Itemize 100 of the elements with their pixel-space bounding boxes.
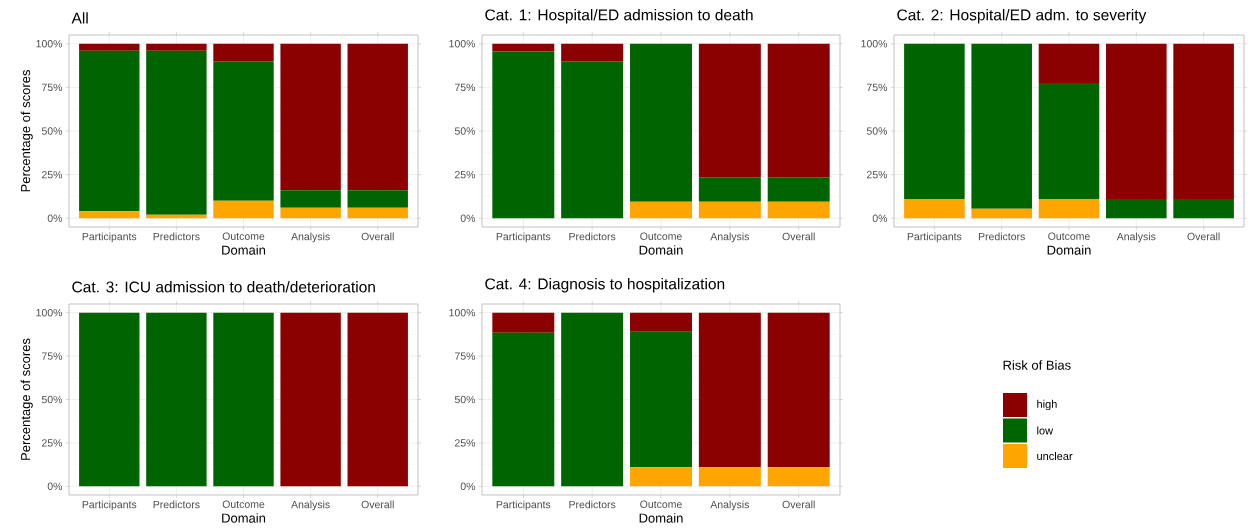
bar bbox=[630, 312, 692, 332]
y-tick-label: 0% bbox=[47, 482, 63, 491]
bar bbox=[767, 43, 830, 178]
x-tick-label: Predictors bbox=[153, 232, 200, 241]
x-tick-label: Overall bbox=[782, 232, 815, 241]
x-tick-label: Analysis bbox=[710, 232, 749, 243]
bar bbox=[280, 207, 341, 219]
y-tick-label: 0% bbox=[872, 214, 888, 222]
y-tick-label: 100% bbox=[36, 40, 63, 48]
y-tick-label: 100% bbox=[36, 308, 63, 317]
bar bbox=[1038, 43, 1100, 83]
y-tick-label: 50% bbox=[41, 395, 63, 404]
y-tick-label: 25% bbox=[866, 170, 888, 179]
legend-label: unclear bbox=[1037, 451, 1073, 461]
x-axis-title: Domain bbox=[222, 245, 266, 255]
bar bbox=[767, 312, 830, 468]
bar bbox=[1173, 199, 1234, 219]
x-tick-label: Analysis bbox=[291, 232, 330, 243]
x-tick-label: Outcome bbox=[640, 232, 682, 240]
y-tick-label: 0% bbox=[460, 482, 476, 491]
bar bbox=[630, 331, 692, 468]
y-tick-label: 75% bbox=[42, 352, 63, 360]
y-tick-label: 75% bbox=[42, 83, 63, 92]
y-tick-label: 25% bbox=[454, 170, 476, 179]
x-tick-label: Overall bbox=[1187, 232, 1220, 241]
bar bbox=[630, 201, 692, 219]
y-tick-label: 75% bbox=[866, 83, 888, 92]
bar bbox=[280, 43, 341, 191]
x-axis-title: Domain bbox=[1047, 245, 1091, 255]
x-tick-label: Outcome bbox=[1048, 232, 1090, 240]
x-tick-label: Predictors bbox=[569, 232, 616, 241]
bar bbox=[79, 43, 140, 51]
bar bbox=[698, 467, 761, 487]
y-tick-label: 0% bbox=[47, 214, 63, 222]
bar bbox=[1173, 43, 1234, 200]
bar bbox=[1106, 199, 1167, 219]
x-tick-label: Participants bbox=[82, 500, 137, 511]
x-tick-label: Analysis bbox=[710, 500, 749, 511]
x-axis-title: Domain bbox=[222, 513, 266, 523]
chart-title: All bbox=[71, 12, 88, 24]
bar bbox=[698, 201, 761, 219]
bar bbox=[146, 43, 207, 51]
bar bbox=[904, 199, 965, 219]
y-axis-title: Percentage of scores bbox=[20, 338, 33, 460]
bar bbox=[347, 43, 408, 191]
x-tick-label: Participants bbox=[82, 232, 137, 243]
x-tick-label: Outcome bbox=[222, 500, 265, 508]
bar bbox=[1038, 199, 1100, 219]
bar bbox=[213, 43, 274, 62]
x-tick-label: Outcome bbox=[640, 500, 682, 508]
chart-title: Cat. 4: Diagnosis to hospitalization bbox=[485, 278, 725, 293]
x-tick-label: Participants bbox=[496, 232, 551, 243]
x-tick-label: Predictors bbox=[978, 232, 1025, 241]
bar bbox=[698, 43, 761, 178]
x-tick-label: Overall bbox=[782, 500, 815, 509]
y-tick-label: 75% bbox=[454, 352, 476, 360]
bar bbox=[1038, 82, 1100, 200]
bar bbox=[561, 43, 624, 62]
bar bbox=[698, 177, 761, 202]
y-tick-label: 50% bbox=[41, 127, 63, 135]
y-tick-label: 25% bbox=[454, 439, 476, 447]
bar bbox=[767, 201, 830, 219]
x-tick-label: Participants bbox=[907, 232, 962, 243]
y-tick-label: 100% bbox=[449, 308, 476, 317]
x-tick-label: Analysis bbox=[1116, 232, 1156, 243]
y-tick-label: 50% bbox=[866, 127, 888, 135]
bar bbox=[630, 467, 692, 487]
y-tick-label: 25% bbox=[42, 439, 63, 447]
chart-title: Cat. 1: Hospital/ED admission to death bbox=[485, 9, 753, 24]
bar bbox=[561, 61, 624, 219]
x-tick-label: Overall bbox=[361, 232, 394, 241]
bar bbox=[347, 207, 408, 219]
bar bbox=[971, 43, 1032, 209]
x-tick-label: Overall bbox=[361, 500, 394, 509]
legend-label: low bbox=[1037, 426, 1054, 435]
x-tick-label: Outcome bbox=[222, 232, 265, 240]
x-tick-label: Predictors bbox=[569, 500, 616, 509]
bar bbox=[904, 43, 965, 200]
bar bbox=[971, 208, 1032, 219]
legend-title: Risk of Bias bbox=[1003, 360, 1071, 370]
bar bbox=[492, 43, 555, 52]
bar bbox=[492, 51, 555, 219]
bar bbox=[280, 190, 341, 208]
y-tick-label: 50% bbox=[454, 127, 476, 135]
legend-label: high bbox=[1037, 399, 1057, 411]
x-tick-label: Participants bbox=[496, 500, 551, 511]
x-axis-title: Domain bbox=[639, 245, 683, 255]
bar bbox=[146, 50, 207, 215]
y-tick-label: 100% bbox=[861, 40, 888, 48]
y-tick-label: 100% bbox=[449, 40, 476, 48]
bar bbox=[213, 200, 274, 219]
y-tick-label: 75% bbox=[454, 83, 476, 92]
bar bbox=[213, 61, 274, 201]
y-tick-label: 0% bbox=[460, 214, 476, 222]
bar bbox=[767, 467, 830, 487]
bar bbox=[492, 332, 555, 487]
bar bbox=[767, 177, 830, 202]
chart-title: Cat. 3: ICU admission to death/deterioration bbox=[72, 281, 375, 293]
y-tick-label: 50% bbox=[454, 395, 476, 404]
bar bbox=[561, 312, 624, 487]
